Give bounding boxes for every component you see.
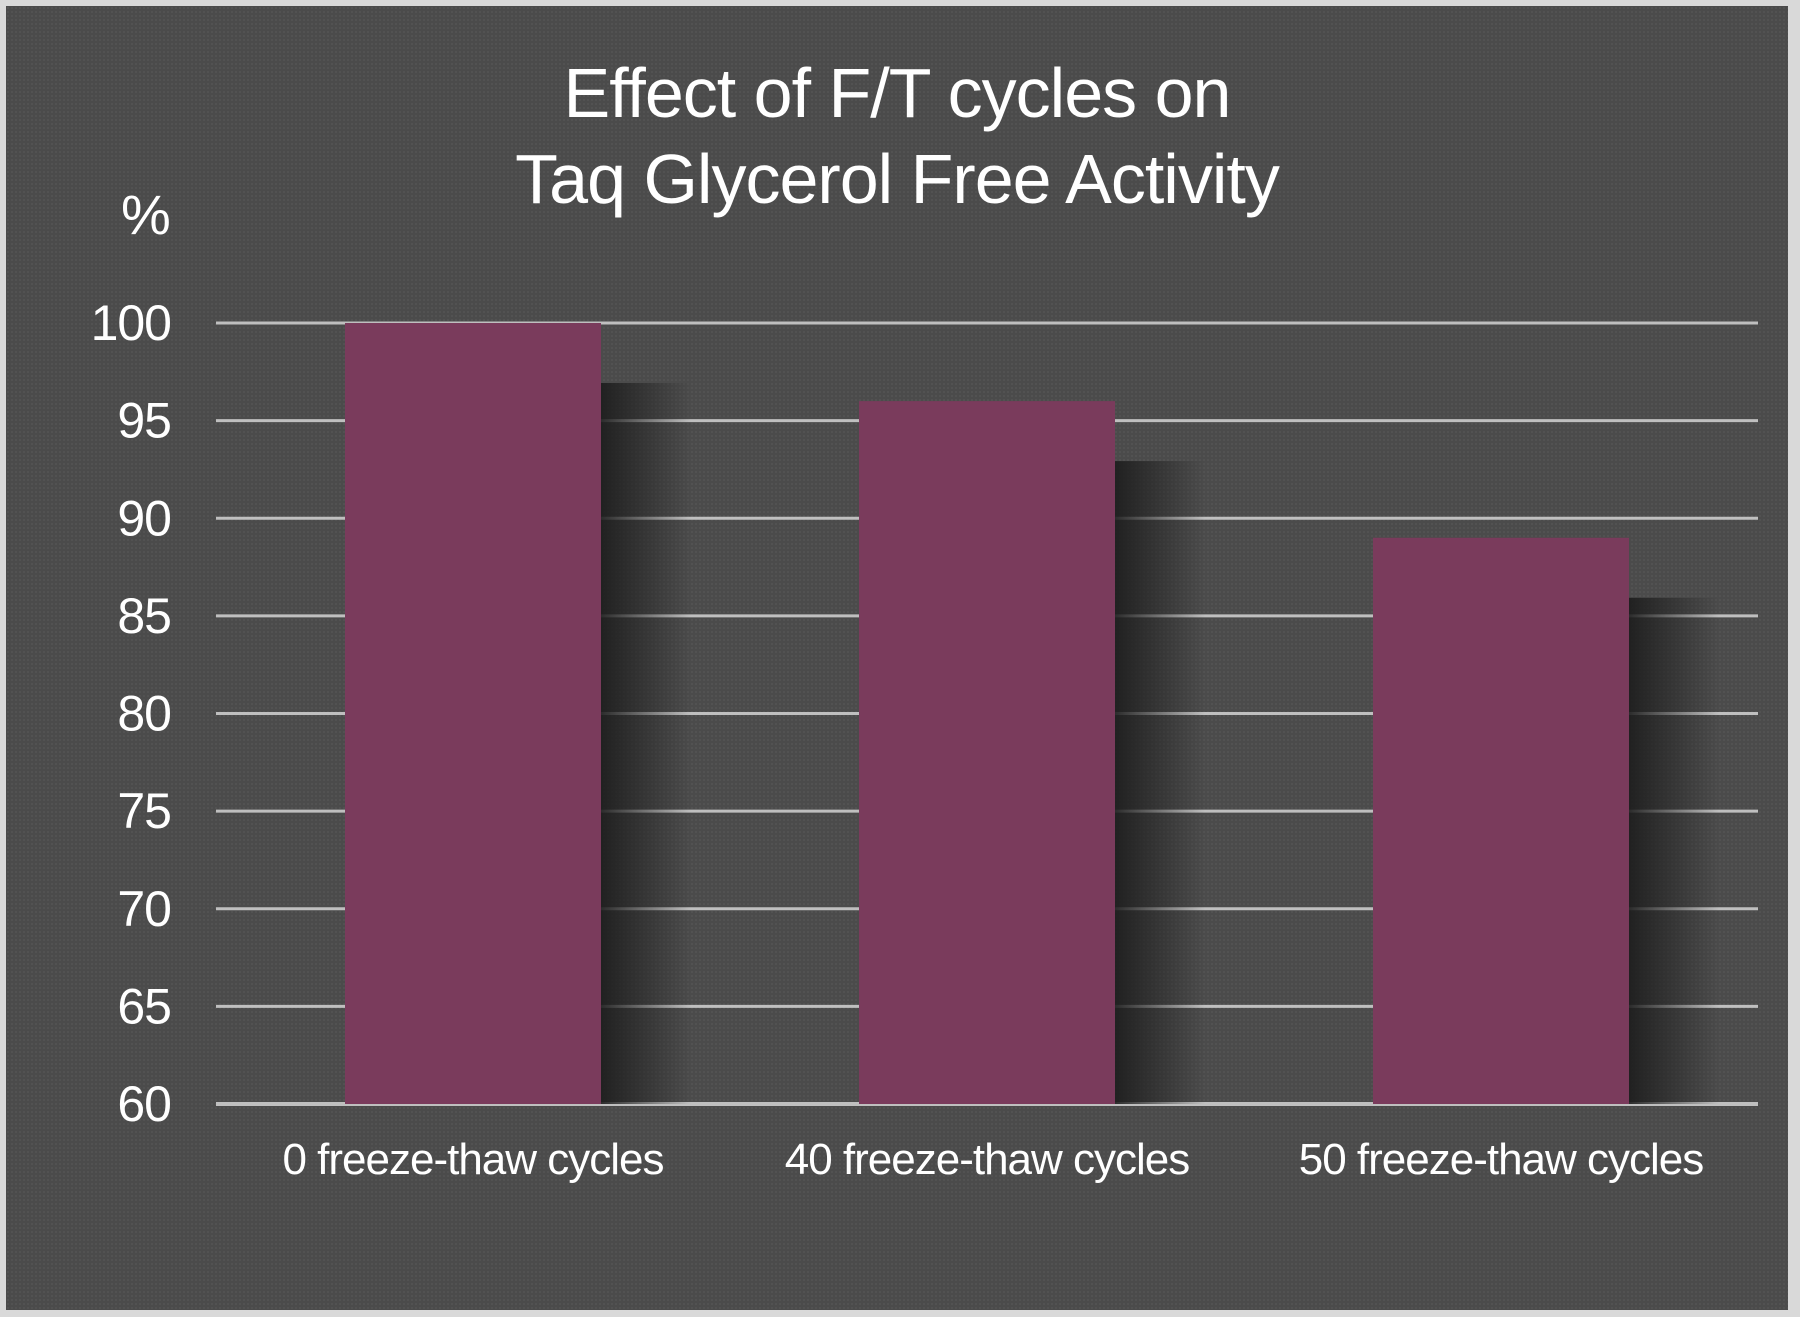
chart-title-line-1: Effect of F/T cycles on xyxy=(563,54,1232,132)
y-tick-label: 60 xyxy=(117,1076,171,1132)
x-category-label: 50 freeze-thaw cycles xyxy=(1299,1135,1704,1184)
y-tick-label: 100 xyxy=(91,295,171,351)
bar-shadow xyxy=(1115,461,1205,1105)
y-axis: % 60 65 70 75 80 85 90 95 100 xyxy=(91,183,172,1132)
bar-2 xyxy=(1373,537,1629,1104)
bar-shadows xyxy=(601,383,1719,1105)
y-tick-label: 85 xyxy=(117,588,171,644)
x-category-label: 40 freeze-thaw cycles xyxy=(785,1135,1190,1184)
chart-frame: Effect of F/T cycles on Taq Glycerol Fre… xyxy=(6,6,1788,1310)
bar-0 xyxy=(345,323,601,1104)
x-axis: 0 freeze-thaw cycles 40 freeze-thaw cycle… xyxy=(282,1135,1704,1184)
bar-shadow xyxy=(1629,597,1719,1104)
y-tick-label: 90 xyxy=(117,490,171,546)
bar-shadow xyxy=(601,383,691,1104)
y-tick-label: 70 xyxy=(117,881,171,937)
bar-chart: % 60 65 70 75 80 85 90 95 100 0 freeze-thaw cycl… xyxy=(91,183,1758,1184)
y-tick-label: 95 xyxy=(117,393,171,449)
chart-title-line-2: Taq Glycerol Free Activity xyxy=(515,140,1280,218)
chart-title: Effect of F/T cycles on Taq Glycerol Fre… xyxy=(6,50,1788,222)
y-tick-label: 80 xyxy=(117,686,171,742)
bars xyxy=(345,323,1629,1105)
y-tick-label: 65 xyxy=(117,978,171,1034)
bar-1 xyxy=(859,401,1115,1105)
x-category-label: 0 freeze-thaw cycles xyxy=(282,1135,663,1184)
y-axis-unit-label: % xyxy=(121,183,171,246)
y-tick-label: 75 xyxy=(117,783,171,839)
